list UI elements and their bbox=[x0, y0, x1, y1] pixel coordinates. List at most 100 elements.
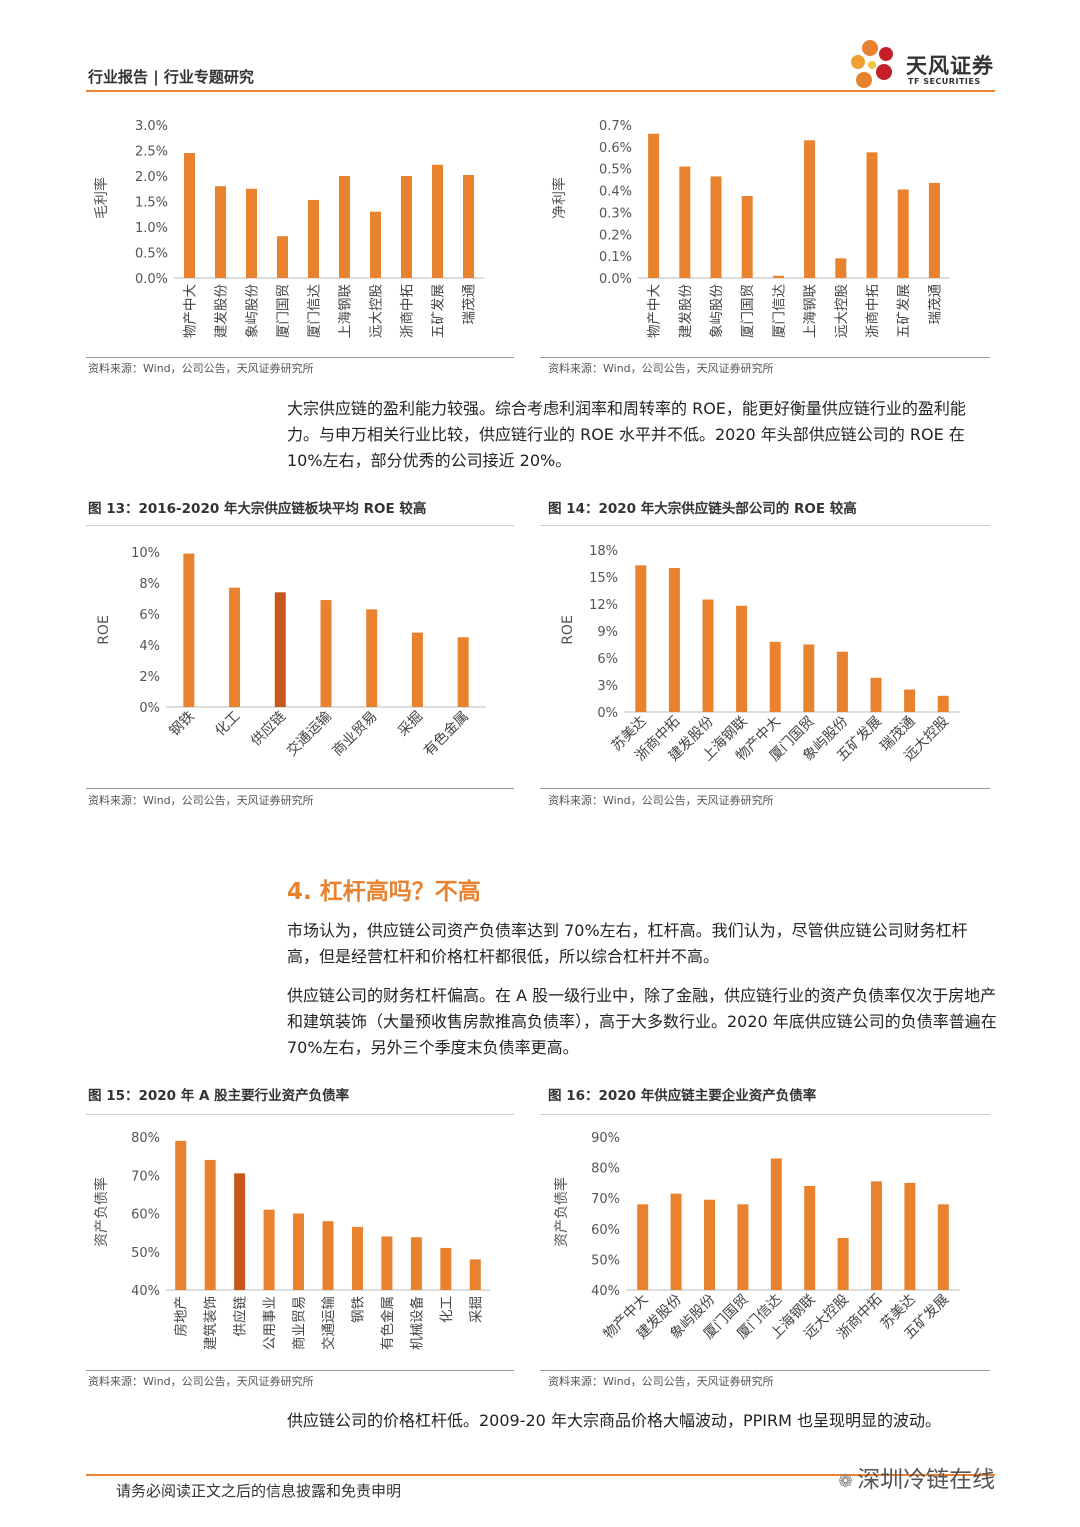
y-tick-label: 70% bbox=[131, 1169, 160, 1184]
logo-wordmark-en: TF SECURITIES bbox=[908, 77, 981, 86]
y-tick-label: 0.3% bbox=[599, 206, 632, 221]
y-tick-label: 4% bbox=[139, 639, 160, 654]
bar-建发股份 bbox=[215, 186, 226, 278]
bar-上海钢联 bbox=[804, 140, 816, 278]
y-tick-label: 2.5% bbox=[135, 145, 168, 160]
category-label: 建发股份 bbox=[214, 284, 230, 338]
category-label: 五矿发展 bbox=[431, 284, 447, 338]
bar-象屿股份 bbox=[246, 188, 257, 278]
figure-16-top-rule bbox=[540, 1114, 990, 1115]
bar-物产中大 bbox=[648, 133, 660, 278]
bar-远大控股 bbox=[835, 258, 847, 278]
y-tick-label: 40% bbox=[131, 1284, 160, 1299]
y-tick-label: 9% bbox=[597, 625, 618, 640]
figure-15-bottom-rule bbox=[86, 1370, 514, 1371]
category-label: 交通运输 bbox=[283, 708, 335, 760]
category-label: 供应链 bbox=[232, 1296, 249, 1337]
y-tick-label: 0.6% bbox=[599, 141, 632, 156]
y-tick-label: 40% bbox=[591, 1284, 620, 1299]
bar-钢铁 bbox=[183, 553, 195, 707]
y-axis-label: 净利率 bbox=[551, 177, 568, 219]
y-tick-label: 18% bbox=[589, 544, 618, 559]
category-label: 化工 bbox=[212, 709, 243, 740]
flower-logo-icon bbox=[851, 40, 893, 88]
bar-商业贸易 bbox=[366, 609, 378, 707]
y-tick-label: 2.0% bbox=[135, 170, 168, 185]
bar-远大控股 bbox=[837, 1237, 849, 1290]
figure-13-top-rule bbox=[86, 525, 514, 526]
bar-有色金属 bbox=[457, 637, 469, 707]
y-tick-label: 0.7% bbox=[599, 119, 632, 134]
y-tick-label: 90% bbox=[591, 1131, 620, 1146]
category-label: 象屿股份 bbox=[709, 284, 725, 338]
category-label: 远大控股 bbox=[369, 284, 385, 338]
y-axis-label: 资产负债率 bbox=[93, 1177, 110, 1247]
bar-象屿股份 bbox=[704, 1199, 715, 1290]
net-margin-chart: 0.0% 0.1% 0.2% 0.3% 0.4% 0.5% 0.6% 0.7% 净利率物产中大建… bbox=[551, 119, 950, 338]
bar-供应链 bbox=[234, 1173, 246, 1290]
bar-上海钢联 bbox=[804, 1185, 816, 1290]
y-tick-label: 0% bbox=[597, 706, 618, 721]
bar-苏美达 bbox=[635, 565, 647, 712]
bar-采掘 bbox=[469, 1259, 481, 1290]
bar-公用事业 bbox=[263, 1209, 275, 1290]
y-tick-label: 6% bbox=[139, 608, 160, 623]
bar-厦门国贸 bbox=[741, 196, 753, 278]
bar-瑞茂通 bbox=[904, 689, 916, 712]
wechat-watermark: ❁ 深圳冷链在线 bbox=[838, 1460, 995, 1494]
paragraph-financial-leverage: 供应链公司的财务杠杆偏高。在 A 股一级行业中，除了金融，供应链行业的资产负债率… bbox=[287, 986, 997, 1057]
footer-disclaimer: 请务必阅读正文之后的信息披露和免责申明 bbox=[116, 1482, 402, 1500]
bar-建筑装饰 bbox=[204, 1159, 216, 1290]
category-label: 物产中大 bbox=[183, 284, 199, 338]
bar-上海钢联 bbox=[736, 605, 748, 712]
figure-14-bottom-rule bbox=[540, 788, 990, 789]
y-axis-label: 毛利率 bbox=[93, 177, 110, 219]
footer-rule bbox=[86, 1474, 995, 1476]
bar-瑞茂通 bbox=[928, 182, 940, 278]
y-tick-label: 15% bbox=[589, 571, 618, 586]
bar-化工 bbox=[440, 1247, 452, 1290]
bar-化工 bbox=[229, 587, 241, 707]
figure-14-title: 图 14：2020 年大宗供应链头部公司的 ROE 较高 bbox=[548, 501, 857, 517]
bar-浙商中拓 bbox=[871, 1181, 882, 1290]
bar-厦门国贸 bbox=[803, 644, 815, 712]
category-label: 物产中大 bbox=[647, 284, 663, 338]
bar-建发股份 bbox=[670, 1193, 682, 1290]
bar-建发股份 bbox=[679, 166, 691, 278]
y-tick-label: 0.5% bbox=[599, 163, 632, 178]
watermark-text: 深圳冷链在线 bbox=[857, 1467, 996, 1493]
bar-厦门信达 bbox=[770, 1158, 782, 1290]
category-label: 钢铁 bbox=[350, 1296, 366, 1324]
y-tick-label: 0.0% bbox=[135, 272, 168, 287]
category-label: 浙商中拓 bbox=[865, 284, 881, 338]
bar-交通运输 bbox=[322, 1221, 334, 1290]
bar-物产中大 bbox=[769, 641, 781, 712]
y-tick-label: 10% bbox=[131, 546, 160, 561]
category-label: 有色金属 bbox=[420, 708, 472, 760]
y-tick-label: 60% bbox=[591, 1223, 620, 1238]
y-tick-label: 6% bbox=[597, 652, 618, 667]
y-tick-label: 70% bbox=[591, 1192, 620, 1207]
bar-厦门国贸 bbox=[737, 1204, 749, 1290]
paragraph-roe: 大宗供应链的盈利能力较强。综合考虑利润率和周转率的 ROE，能更好衡量供应链行业… bbox=[287, 399, 966, 470]
category-label: 公用事业 bbox=[262, 1296, 278, 1350]
category-label: 远大控股 bbox=[834, 284, 850, 338]
source-note-3: 资料来源：Wind，公司公告，天风证券研究所 bbox=[88, 794, 314, 807]
category-label: 化工 bbox=[439, 1296, 455, 1323]
figure-14-top-rule bbox=[540, 525, 990, 526]
bar-浙商中拓 bbox=[668, 568, 680, 712]
y-axis-label: ROE bbox=[96, 615, 112, 645]
logo-wordmark-cn: 天风证券 bbox=[906, 54, 994, 78]
figure-14-chart: 0%3%6%9%12%15%18%ROE苏美达浙商中拓建发股份上海钢联物产中大厦… bbox=[560, 544, 960, 764]
source-note-5: 资料来源：Wind，公司公告，天风证券研究所 bbox=[88, 1375, 314, 1388]
category-label: 有色金属 bbox=[379, 1296, 396, 1350]
figure-13-bottom-rule bbox=[86, 788, 514, 789]
category-label: 象屿股份 bbox=[245, 284, 261, 338]
figure-13-title: 图 13：2016-2020 年大宗供应链板块平均 ROE 较高 bbox=[88, 501, 427, 517]
bar-象屿股份 bbox=[836, 651, 848, 712]
y-tick-label: 0.5% bbox=[135, 247, 168, 262]
category-label: 厦门信达 bbox=[771, 284, 787, 338]
bar-五矿发展 bbox=[937, 1204, 949, 1290]
y-tick-label: 0.0% bbox=[599, 272, 632, 287]
